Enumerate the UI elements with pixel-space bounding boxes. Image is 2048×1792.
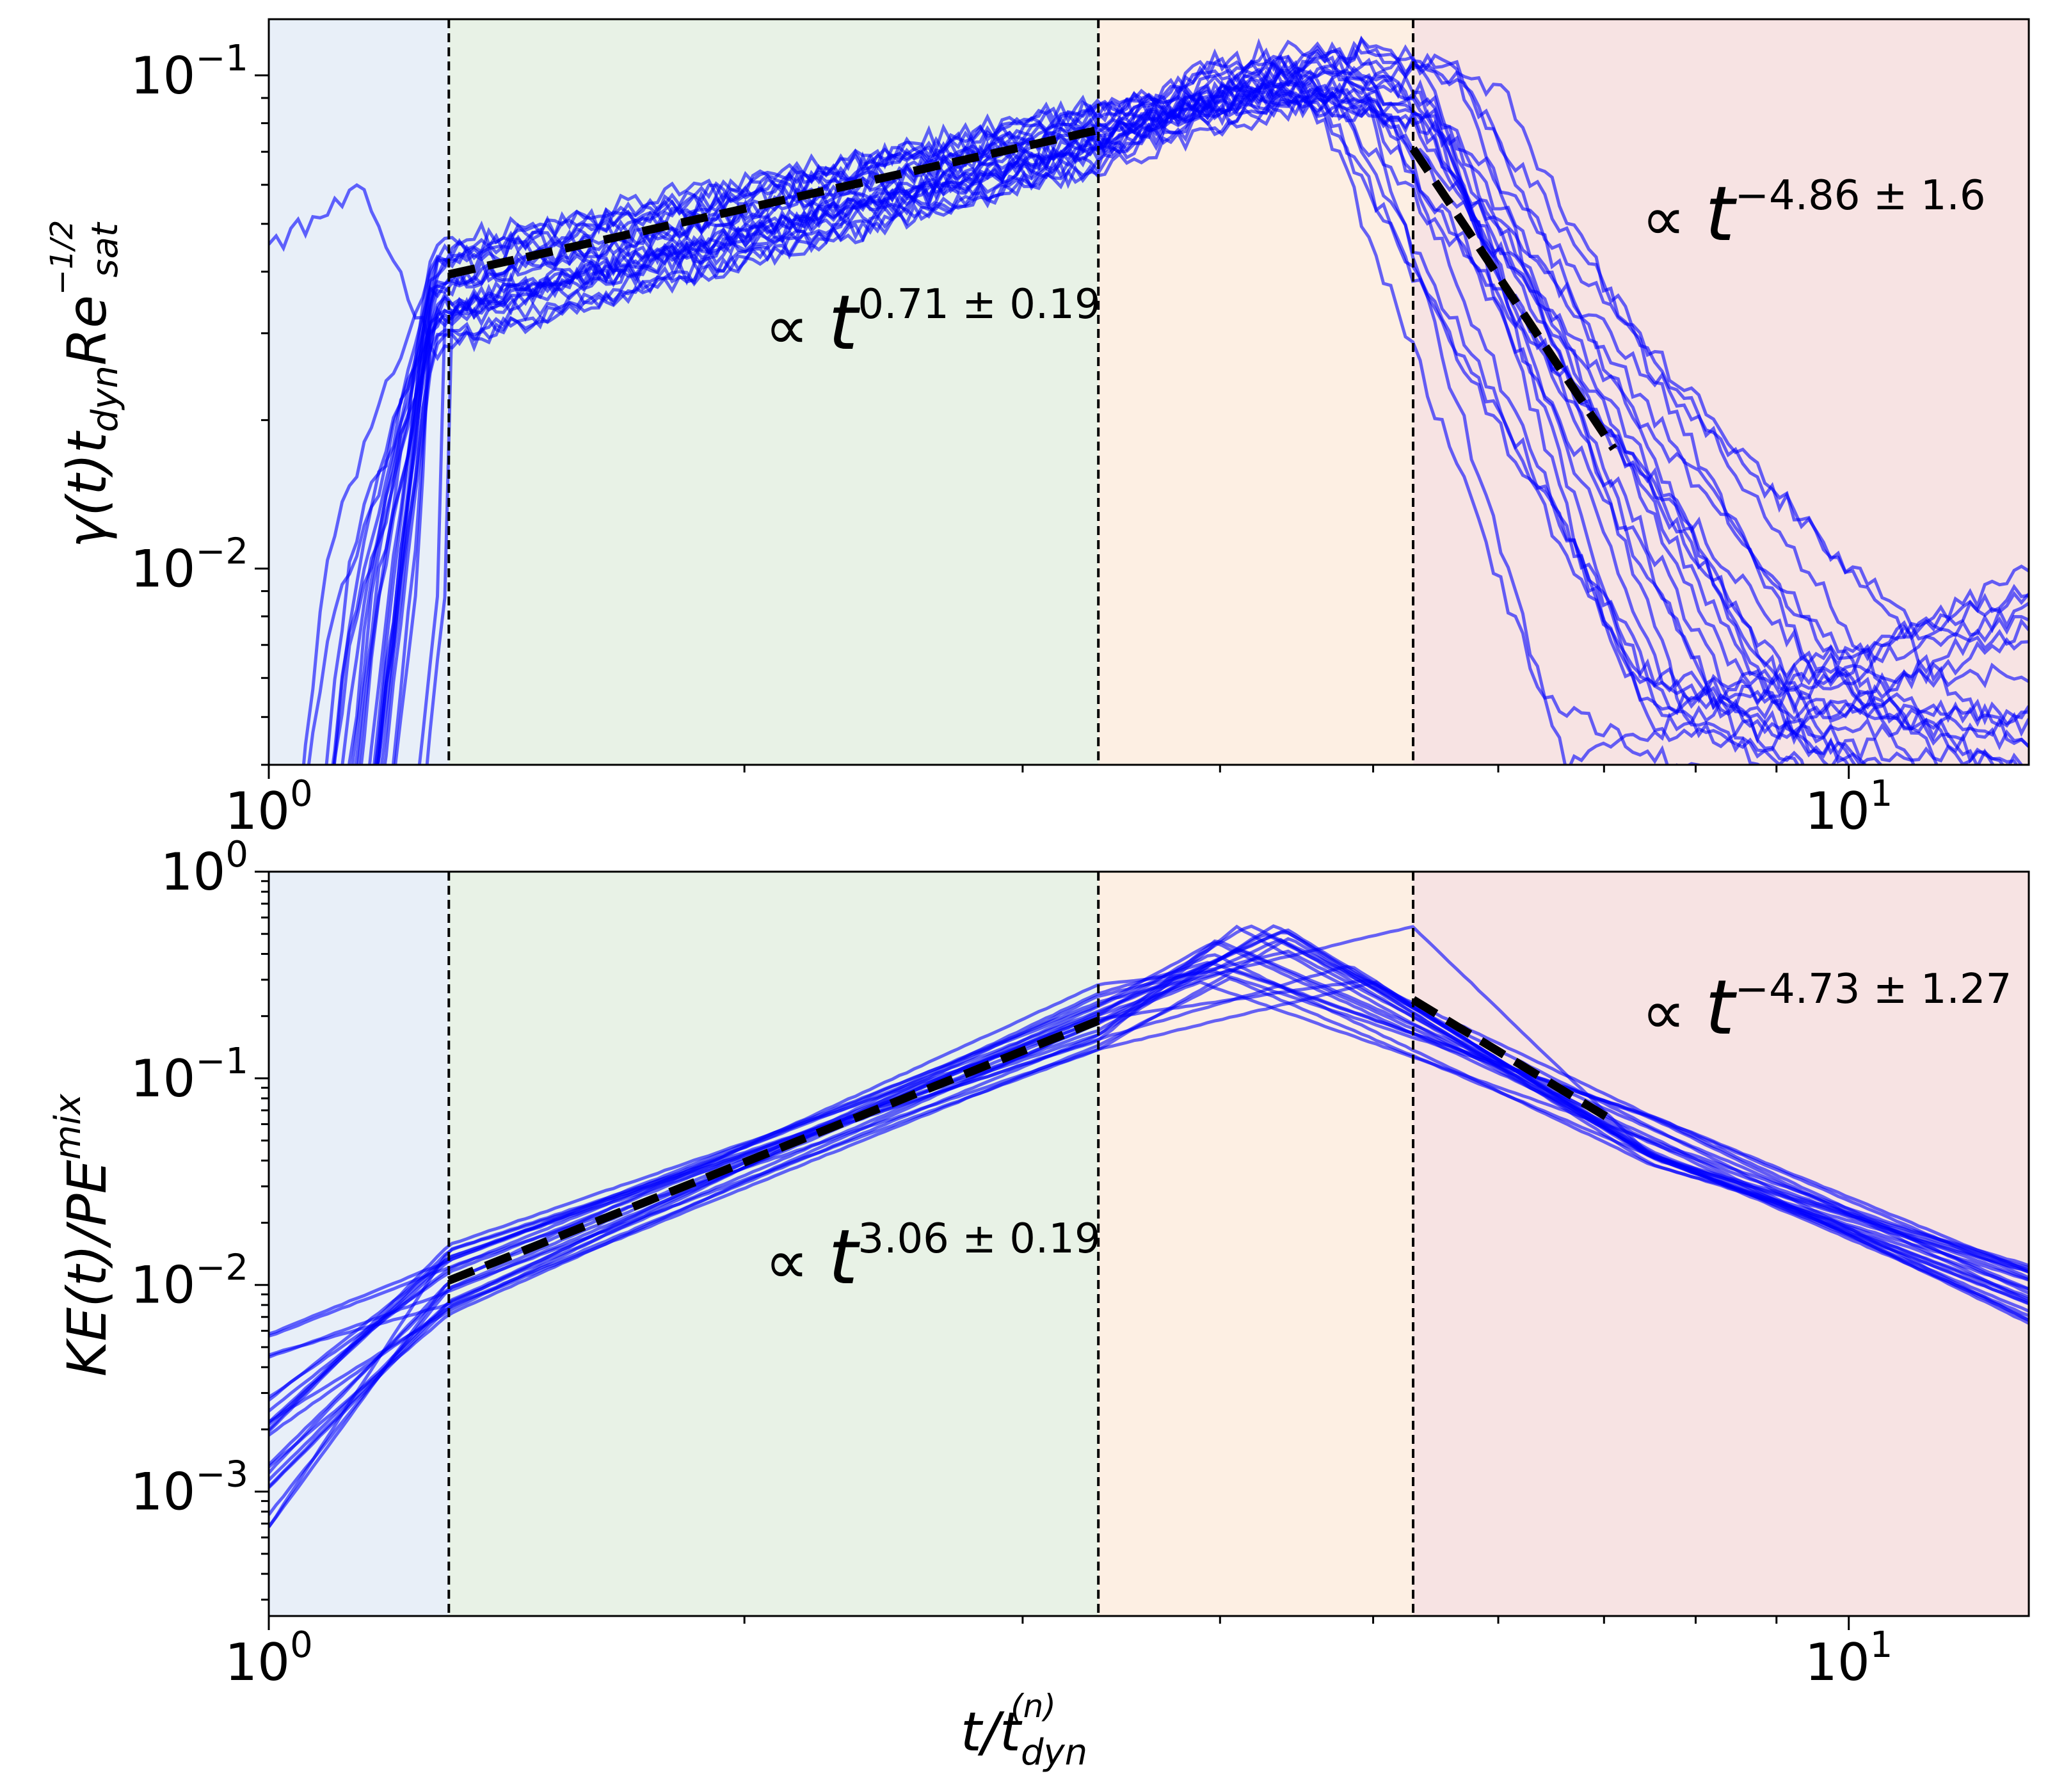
bot-y-tick-label: 10−3: [131, 1454, 248, 1522]
bot-series-line: [269, 980, 2029, 1488]
bot-series-line: [269, 977, 2029, 1437]
bot-phase-region-1: [269, 872, 449, 1616]
bottom-fit-label-growth: ∝ t3.06 ± 0.19: [765, 1213, 1101, 1301]
bottom-plot-frame: [268, 870, 2030, 1617]
bot-x-tick-label: 100: [225, 1624, 312, 1692]
top-series-line: [348, 38, 2029, 765]
top-fit-label-growth: ∝ t0.71 ± 0.19: [765, 278, 1101, 367]
top-series-line: [332, 46, 1939, 765]
bottom-panel: 100 101 10−3 10−2 10−1 100 ∝ t3.06 ± 0.19 ∝ t…: [47, 834, 2030, 1773]
top-series-line: [359, 88, 2029, 765]
top-series-line: [351, 51, 2029, 765]
top-fit-line-growth: [447, 125, 1100, 278]
bot-x-tick-label: 101: [1805, 1624, 1892, 1692]
top-y-axis-label: γ(t)tdynRe−1/2 sat: [44, 220, 126, 548]
top-y-tick-label: 10−1: [131, 38, 248, 106]
top-y-tick-label: 10−2: [131, 531, 248, 598]
top-fit-label-decay: ∝ t−4.86 ± 1.6: [1642, 170, 1986, 258]
top-panel: 100 101 10−2 10−1 ∝ t0.71 ± 0.19 ∝ t−4.86 ±…: [44, 18, 2030, 841]
top-phase-region-4: [1413, 19, 2029, 765]
top-x-tick-label: 100: [225, 773, 312, 841]
bot-y-tick-label: 10−1: [131, 1041, 248, 1108]
top-series-line: [331, 83, 1700, 765]
bot-y-tick-label: 100: [161, 834, 248, 902]
top-fit-line-decay: [1409, 146, 1617, 451]
x-axis-label: t/tdyn(n): [961, 1688, 1087, 1773]
top-plot-frame: [268, 18, 2030, 766]
bot-series-line: [269, 953, 2029, 1482]
bot-y-tick-label: 10−2: [131, 1247, 248, 1315]
bottom-fit-label-decay: ∝ t−4.73 ± 1.27: [1642, 963, 2012, 1052]
top-series-line: [307, 64, 2029, 765]
bottom-y-axis-label: KE(t)/PEmix: [47, 1093, 118, 1377]
top-series-line: [301, 75, 2029, 765]
top-x-tick-label: 101: [1805, 773, 1892, 841]
